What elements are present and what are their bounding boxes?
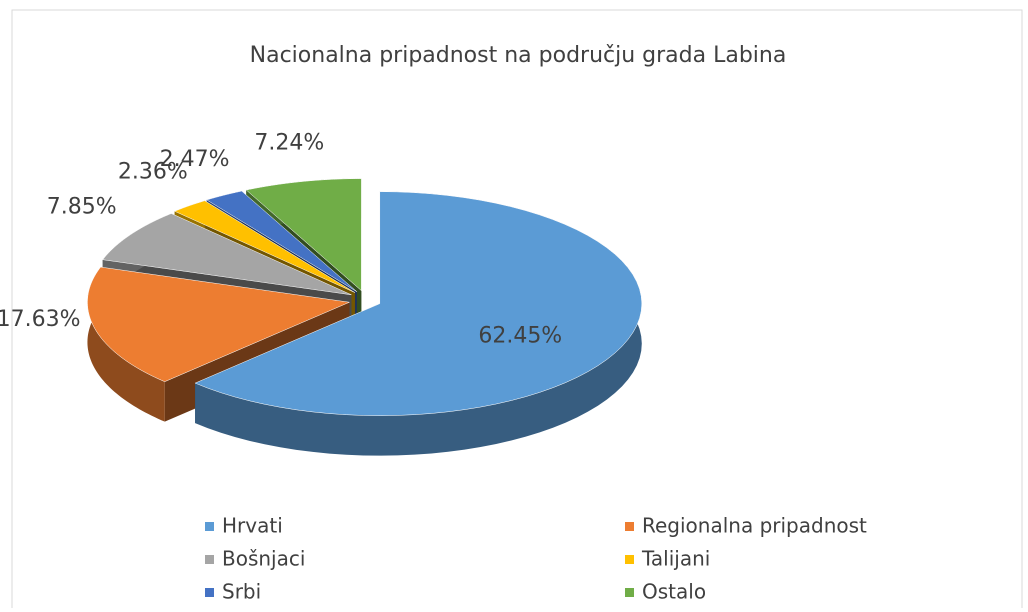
data-label: 2.36% bbox=[118, 160, 188, 185]
data-label: 7.24% bbox=[254, 131, 324, 156]
data-label: 17.63% bbox=[0, 307, 81, 332]
data-label: 62.45% bbox=[478, 323, 562, 348]
legend-label: Talijani bbox=[641, 547, 710, 571]
slice bbox=[102, 213, 352, 296]
legend-label: Hrvati bbox=[222, 514, 283, 538]
slice bbox=[87, 266, 351, 382]
legend-swatch bbox=[205, 522, 214, 531]
legend-swatch bbox=[205, 588, 214, 597]
data-label: 2.47% bbox=[160, 147, 230, 172]
chart-title: Nacionalna pripadnost na području grada … bbox=[250, 43, 787, 68]
slice-side bbox=[195, 191, 642, 456]
slice bbox=[174, 200, 356, 293]
legend-swatch bbox=[205, 555, 214, 564]
slice bbox=[245, 178, 362, 292]
slice bbox=[194, 191, 643, 416]
legend-swatch bbox=[625, 588, 634, 597]
legend-swatch bbox=[625, 522, 634, 531]
data-label: 7.85% bbox=[47, 195, 117, 220]
legend-label: Ostalo bbox=[642, 580, 706, 604]
slice-side bbox=[87, 267, 165, 422]
slice bbox=[206, 190, 358, 292]
legend-swatch bbox=[625, 555, 634, 564]
legend-label: Bošnjaci bbox=[222, 547, 305, 571]
legend-label: Srbi bbox=[222, 580, 261, 604]
legend-label: Regionalna pripadnost bbox=[642, 514, 867, 538]
